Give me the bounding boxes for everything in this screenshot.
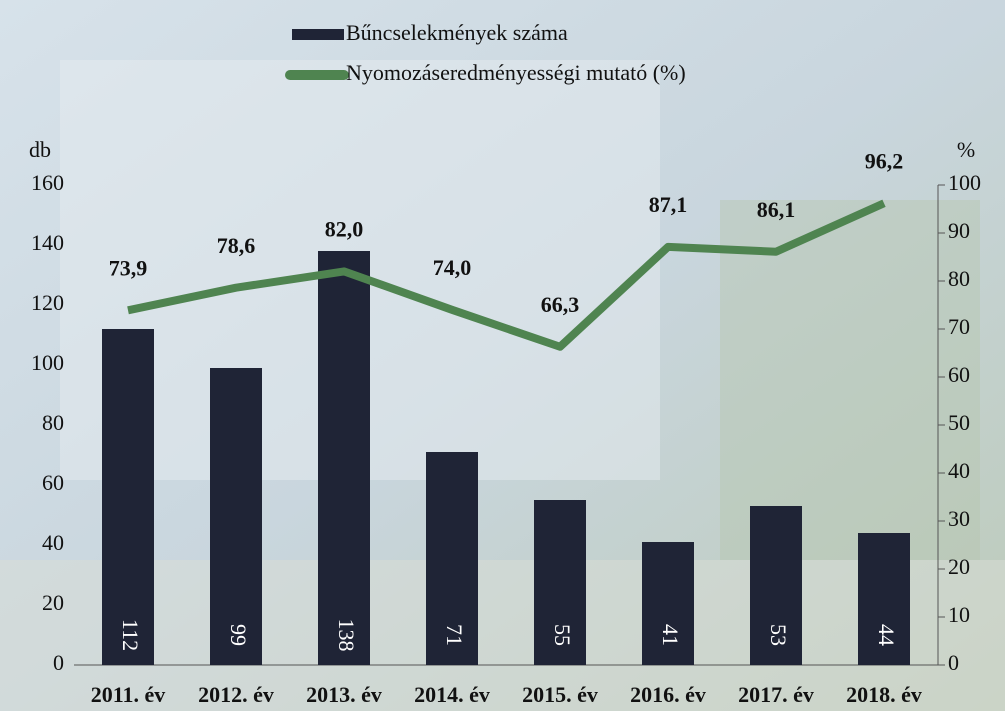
y2-tick-label: 100 (948, 170, 981, 195)
y2-tick-label: 50 (948, 410, 970, 435)
y2-tick-label: 40 (948, 458, 970, 483)
bar-value-label: 55 (550, 624, 575, 646)
y-tick-label: 20 (42, 590, 64, 615)
line-value-label: 87,1 (649, 192, 688, 217)
bar-value-label: 41 (658, 624, 683, 646)
y2-tick-label: 30 (948, 506, 970, 531)
y2-tick-label: 10 (948, 602, 970, 627)
line-value-label: 73,9 (109, 255, 148, 280)
bar-value-label: 53 (766, 624, 791, 646)
bar (102, 329, 154, 665)
bar-value-label: 99 (226, 624, 251, 646)
bar-value-label: 71 (442, 624, 467, 646)
y-axis-label: db (29, 137, 51, 162)
y-tick-label: 0 (53, 650, 64, 675)
bar (318, 251, 370, 665)
x-tick-label: 2016. év (630, 682, 706, 707)
y-tick-label: 120 (31, 290, 64, 315)
x-tick-label: 2013. év (306, 682, 382, 707)
y-tick-label: 40 (42, 530, 64, 555)
x-tick-label: 2012. év (198, 682, 274, 707)
legend-entry: Nyomozáseredményességi mutató (%) (346, 60, 686, 85)
y-tick-label: 60 (42, 470, 64, 495)
line-value-label: 78,6 (217, 233, 256, 258)
y-tick-label: 160 (31, 170, 64, 195)
x-tick-label: 2015. év (522, 682, 598, 707)
line-value-label: 86,1 (757, 197, 796, 222)
bar-value-label: 138 (334, 619, 359, 652)
y2-tick-label: 20 (948, 554, 970, 579)
bar-value-label: 44 (874, 624, 899, 646)
x-tick-label: 2014. év (414, 682, 490, 707)
chart: db % Bűncselekmények száma Nyomozáseredm… (0, 0, 1005, 711)
y2-tick-label: 70 (948, 314, 970, 339)
line-value-label: 66,3 (541, 292, 580, 317)
bar (642, 542, 694, 665)
y-tick-label: 140 (31, 230, 64, 255)
bar-value-label: 112 (118, 619, 143, 651)
y-tick-label: 100 (31, 350, 64, 375)
line-value-label: 74,0 (433, 255, 472, 280)
x-tick-label: 2011. év (91, 682, 166, 707)
y2-tick-label: 60 (948, 362, 970, 387)
y2-axis-label: % (957, 137, 975, 162)
bar (210, 368, 262, 665)
y2-tick-label: 80 (948, 266, 970, 291)
x-tick-label: 2017. év (738, 682, 814, 707)
line-value-label: 82,0 (325, 216, 364, 241)
y2-tick-label: 90 (948, 218, 970, 243)
line-value-label: 96,2 (865, 148, 904, 173)
legend-entry: Bűncselekmények száma (346, 20, 568, 45)
x-tick-label: 2018. év (846, 682, 922, 707)
y2-tick-label: 0 (948, 650, 959, 675)
y-tick-label: 80 (42, 410, 64, 435)
legend-swatch-bar (292, 29, 344, 40)
